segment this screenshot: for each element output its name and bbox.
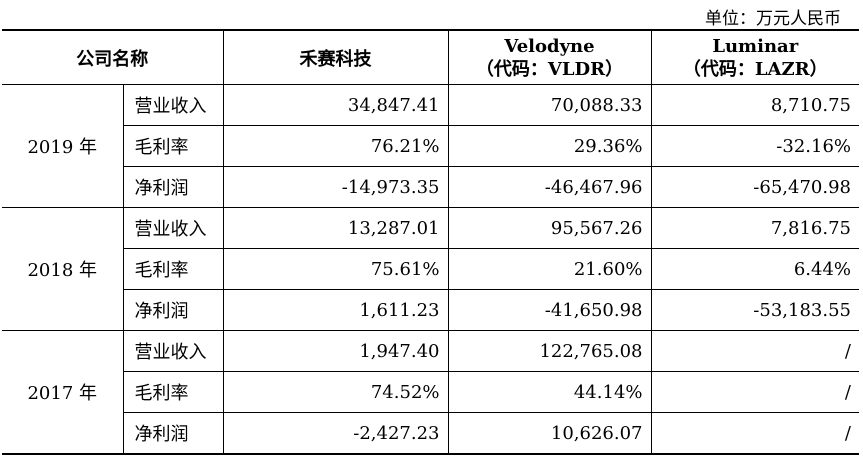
velodyne-value: 29.36% — [447, 125, 652, 167]
velodyne-value: 44.14% — [447, 371, 652, 413]
luminar-value: 8,710.75 — [650, 84, 859, 126]
metric-cell: 营业收入 — [122, 84, 224, 126]
luminar-value: / — [650, 371, 859, 413]
table-header-row: 公司名称 禾赛科技 Velodyne （代码：VLDR） Luminar （代码… — [2, 29, 859, 85]
metric-cell: 毛利率 — [123, 248, 224, 290]
luminar-value: -32.16% — [650, 125, 859, 167]
metric-cell: 营业收入 — [122, 207, 224, 249]
luminar-value: / — [650, 412, 859, 455]
hesai-value: 74.52% — [222, 371, 449, 413]
hesai-value: 1,947.40 — [222, 330, 449, 372]
table-row: 2018 年 营业收入 13,287.01 95,567.26 7,816.75 — [2, 207, 859, 331]
table-row: 净利润 -14,973.35 -46,467.96 -65,470.98 — [2, 166, 859, 208]
velodyne-value: -41,650.98 — [447, 289, 652, 331]
header-luminar-code: （代码：LAZR） — [682, 58, 828, 80]
luminar-value: / — [650, 330, 859, 372]
header-luminar: Luminar （代码：LAZR） — [650, 29, 859, 85]
hesai-value: 1,611.23 — [222, 289, 449, 331]
metric-cell: 营业收入 — [122, 330, 224, 372]
velodyne-value: -46,467.96 — [447, 166, 652, 208]
table-row: 毛利率 76.21% 29.36% -32.16% — [2, 125, 859, 167]
year-cell: 2019 年 — [2, 84, 124, 208]
velodyne-value: 95,567.26 — [447, 207, 652, 249]
hesai-value: 76.21% — [222, 125, 449, 167]
metric-cell: 净利润 — [123, 412, 224, 455]
table-row: 2017 年 营业收入 1,947.40 122,765.08 / — [2, 330, 859, 455]
luminar-value: 6.44% — [650, 248, 859, 290]
velodyne-value: 10,626.07 — [447, 412, 652, 455]
metric-cell: 毛利率 — [123, 125, 224, 167]
luminar-value: -53,183.55 — [650, 289, 859, 331]
table-row: 净利润 -2,427.23 10,626.07 / — [2, 412, 859, 455]
metric-cell: 净利润 — [123, 166, 224, 208]
velodyne-value: 21.60% — [447, 248, 652, 290]
hesai-value: -2,427.23 — [222, 412, 449, 455]
unit-label: 单位：万元人民币 — [705, 9, 841, 29]
year-cell: 2017 年 — [2, 330, 124, 455]
table-row: 2019 年 营业收入 34,847.41 70,088.33 8,710.75 — [2, 84, 859, 208]
header-hesai: 禾赛科技 — [222, 29, 449, 85]
table-row: 毛利率 74.52% 44.14% / — [2, 371, 859, 413]
year-cell: 2018 年 — [2, 207, 124, 331]
velodyne-value: 70,088.33 — [447, 84, 652, 126]
luminar-value: 7,816.75 — [650, 207, 859, 249]
table-row: 毛利率 75.61% 21.60% 6.44% — [2, 248, 859, 290]
header-luminar-name: Luminar — [712, 35, 799, 57]
metric-cell: 净利润 — [123, 289, 224, 331]
header-company-name: 公司名称 — [2, 29, 224, 85]
hesai-value: 34,847.41 — [222, 84, 449, 126]
luminar-value: -65,470.98 — [650, 166, 859, 208]
header-velodyne-code: （代码：VLDR） — [475, 58, 624, 80]
financial-comparison-table: 公司名称 禾赛科技 Velodyne （代码：VLDR） Luminar （代码… — [2, 29, 859, 455]
hesai-value: 13,287.01 — [222, 207, 449, 249]
metric-cell: 毛利率 — [123, 371, 224, 413]
hesai-value: 75.61% — [222, 248, 449, 290]
header-velodyne: Velodyne （代码：VLDR） — [447, 29, 652, 85]
table-row: 净利润 1,611.23 -41,650.98 -53,183.55 — [2, 289, 859, 331]
hesai-value: -14,973.35 — [222, 166, 449, 208]
header-velodyne-name: Velodyne — [504, 35, 595, 57]
velodyne-value: 122,765.08 — [447, 330, 652, 372]
